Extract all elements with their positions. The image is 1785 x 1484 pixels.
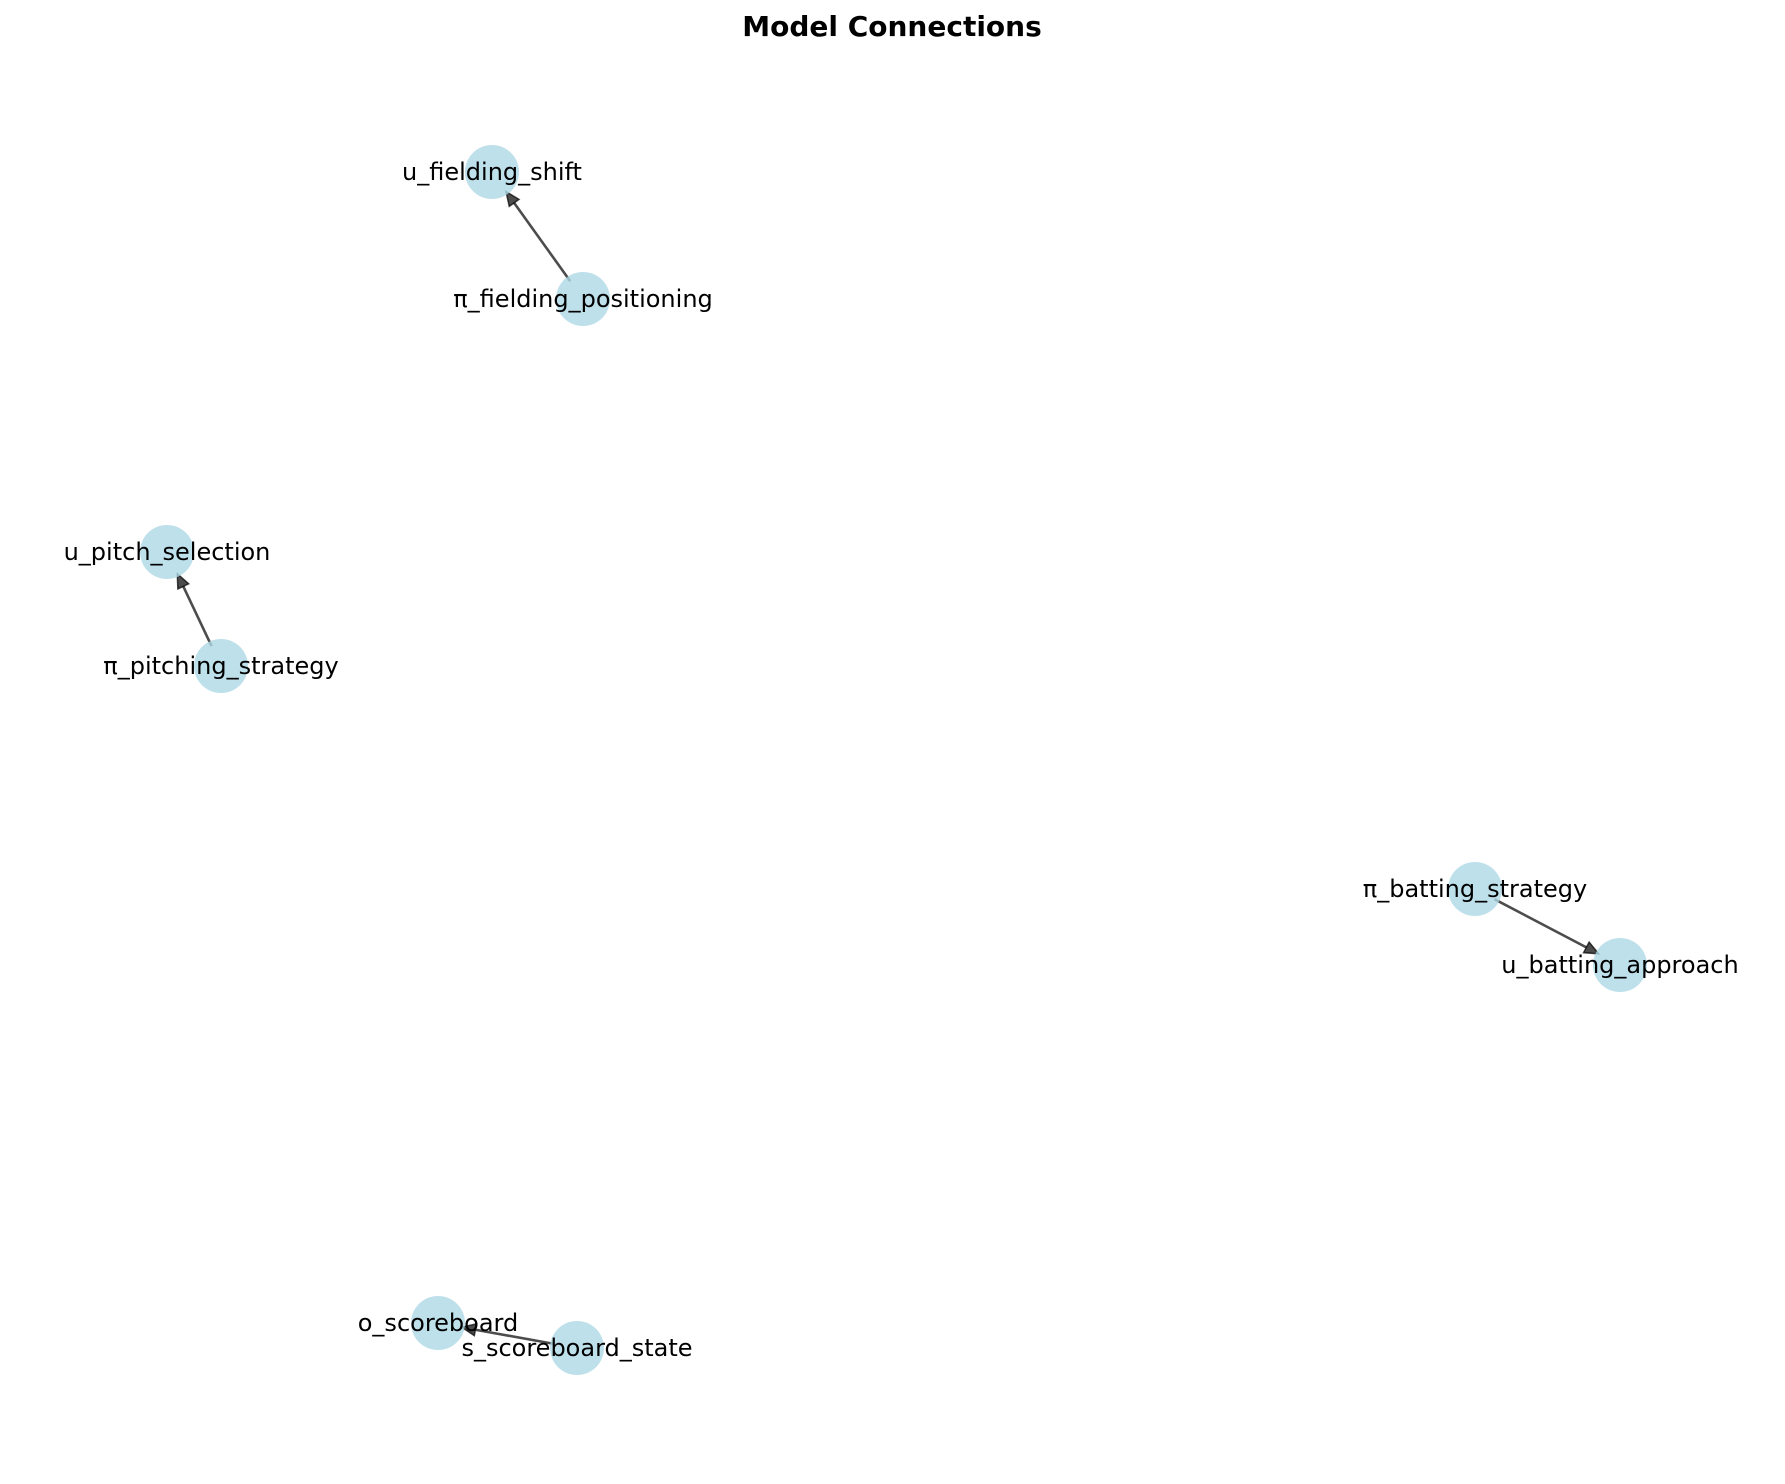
node-o_scoreboard	[411, 1296, 465, 1350]
node-label-o_scoreboard: o_scoreboard	[358, 1309, 518, 1337]
edge-pi_pitching_strategy-to-u_pitch_selection	[182, 585, 213, 647]
node-u_fielding_shift	[465, 145, 519, 199]
labels-layer: u_fielding_shift π_fielding_positioning u_…	[64, 158, 1739, 1362]
arrowhead-u_batting_approach	[1582, 940, 1601, 955]
node-label-u_batting_approach: u_batting_approach	[1501, 951, 1738, 979]
node-pi_batting_strategy	[1448, 862, 1502, 916]
edge-pi_fielding_positioning-to-u_fielding_shift	[513, 202, 572, 282]
node-s_scoreboard_state	[550, 1321, 604, 1375]
arrowhead-u_fielding_shift	[504, 189, 521, 208]
node-label-pi_fielding_positioning: π_fielding_positioning	[453, 285, 713, 313]
node-label-pi_batting_strategy: π_batting_strategy	[1363, 875, 1587, 903]
node-label-u_pitch_selection: u_pitch_selection	[64, 538, 271, 566]
node-u_pitch_selection	[140, 525, 194, 579]
node-pi_pitching_strategy	[194, 639, 248, 693]
node-label-u_fielding_shift: u_fielding_shift	[402, 158, 582, 186]
arrowhead-u_pitch_selection	[176, 571, 191, 591]
edge-pi_batting_strategy-to-u_batting_approach	[1493, 898, 1587, 949]
node-label-pi_pitching_strategy: π_pitching_strategy	[103, 652, 338, 680]
node-u_batting_approach	[1593, 938, 1647, 992]
edges-layer	[176, 189, 1601, 1346]
diagram-title: Model Connections	[742, 10, 1042, 43]
edge-s_scoreboard_state-to-o_scoreboard	[475, 1328, 556, 1346]
node-pi_fielding_positioning	[556, 272, 610, 326]
node-label-s_scoreboard_state: s_scoreboard_state	[461, 1334, 692, 1362]
nodes-layer	[140, 145, 1647, 1375]
arrowhead-o_scoreboard	[459, 1322, 478, 1337]
